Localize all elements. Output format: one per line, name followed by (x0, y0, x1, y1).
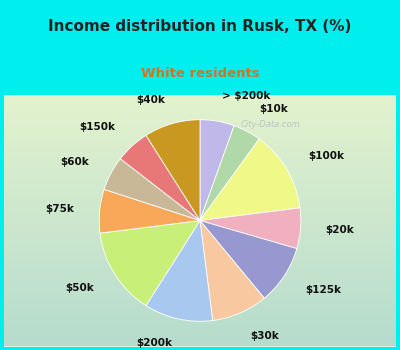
Text: $20k: $20k (326, 225, 354, 236)
Text: City-Data.com: City-Data.com (241, 120, 300, 129)
Text: $10k: $10k (259, 104, 288, 114)
Wedge shape (120, 135, 200, 220)
Wedge shape (200, 126, 259, 220)
Wedge shape (200, 139, 300, 220)
Wedge shape (104, 159, 200, 220)
Text: > $200k: > $200k (222, 91, 270, 102)
Text: $100k: $100k (308, 151, 344, 161)
Wedge shape (146, 120, 200, 220)
Text: $40k: $40k (136, 94, 165, 105)
Text: $200k: $200k (136, 338, 172, 349)
Text: $60k: $60k (60, 156, 89, 167)
Text: $125k: $125k (305, 285, 341, 295)
Text: White residents: White residents (141, 67, 259, 80)
Wedge shape (200, 208, 301, 248)
Text: $150k: $150k (79, 122, 115, 132)
Wedge shape (99, 189, 200, 233)
Text: Income distribution in Rusk, TX (%): Income distribution in Rusk, TX (%) (48, 19, 352, 34)
Wedge shape (146, 220, 213, 321)
Text: $30k: $30k (250, 331, 279, 341)
Text: $75k: $75k (46, 204, 74, 214)
Text: $50k: $50k (65, 283, 94, 293)
Wedge shape (200, 220, 297, 298)
Wedge shape (200, 220, 264, 321)
Wedge shape (100, 220, 200, 306)
Wedge shape (200, 120, 234, 220)
